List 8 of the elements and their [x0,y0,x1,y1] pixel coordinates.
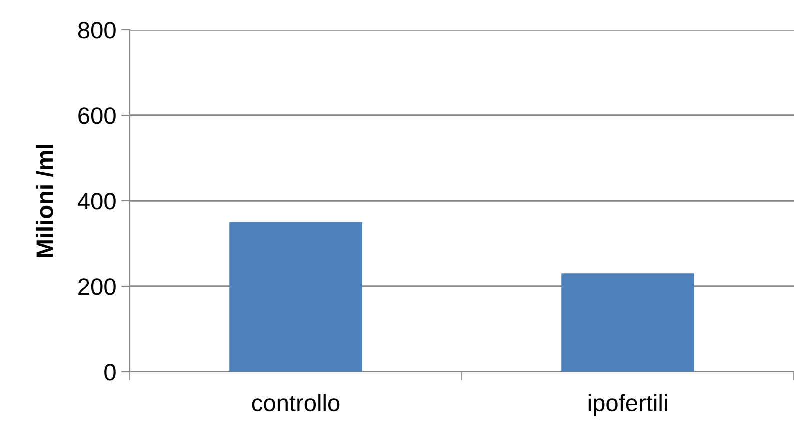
y-tick-label: 600 [78,108,116,124]
y-tick-label: 200 [78,278,116,296]
x-tick-label: controllo [252,394,340,412]
y-tick-label: 800 [78,22,116,39]
y-tick-label: 0 [104,364,116,381]
y-axis-title: Milioni /ml [36,144,54,258]
y-tick-label: 400 [78,193,116,210]
x-tick-label: ipofertili [588,394,668,416]
